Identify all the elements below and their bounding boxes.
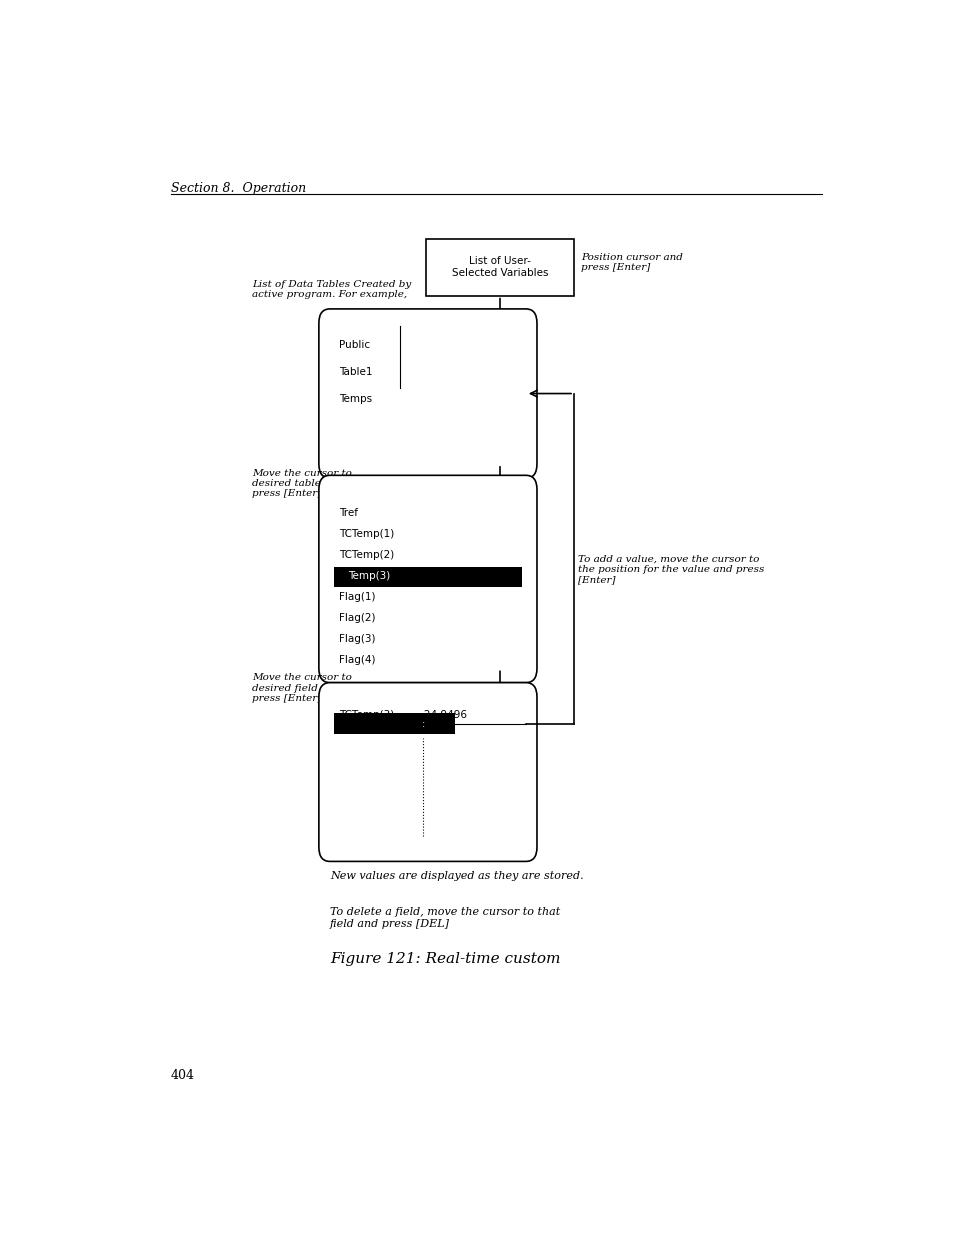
Text: TCTemp(3)       : 24.9496: TCTemp(3) : 24.9496 (338, 710, 466, 720)
Text: Move the cursor to
desired table and
press [Enter]: Move the cursor to desired table and pre… (252, 468, 352, 499)
Text: Flag(2): Flag(2) (338, 613, 375, 622)
Text: Flag(4): Flag(4) (338, 655, 375, 664)
FancyBboxPatch shape (334, 713, 455, 734)
FancyBboxPatch shape (318, 683, 537, 862)
FancyBboxPatch shape (318, 475, 537, 683)
Text: New values are displayed as they are stored.: New values are displayed as they are sto… (330, 871, 583, 881)
Text: Move the cursor to
desired field and
press [Enter]: Move the cursor to desired field and pre… (252, 673, 352, 703)
Text: 404: 404 (171, 1068, 194, 1082)
Text: Public: Public (338, 341, 370, 351)
Text: TCTemp(1): TCTemp(1) (338, 530, 394, 540)
Text: To delete a field, move the cursor to that
field and press [DEL]: To delete a field, move the cursor to th… (330, 906, 559, 929)
Text: Temps: Temps (338, 394, 372, 404)
Text: Position cursor and
press [Enter]: Position cursor and press [Enter] (580, 253, 682, 272)
Text: TCTemp(2): TCTemp(2) (338, 551, 394, 561)
Text: To add a value, move the cursor to
the position for the value and press
[Enter]: To add a value, move the cursor to the p… (577, 555, 763, 584)
Text: Flag(1): Flag(1) (338, 592, 375, 601)
Text: List of Data Tables Created by
active program. For example,: List of Data Tables Created by active pr… (252, 280, 411, 299)
Text: Table1: Table1 (338, 367, 372, 377)
Text: List of User-
Selected Variables: List of User- Selected Variables (452, 257, 548, 278)
Text: Tref: Tref (338, 509, 357, 519)
Text: :: : (421, 719, 424, 729)
Text: Temp(3): Temp(3) (348, 571, 391, 582)
Text: Flag(3): Flag(3) (338, 634, 375, 643)
FancyBboxPatch shape (334, 567, 521, 587)
Text: Figure 121: Real-time custom: Figure 121: Real-time custom (330, 952, 559, 966)
FancyBboxPatch shape (318, 309, 537, 478)
FancyBboxPatch shape (426, 238, 574, 295)
Text: Section 8.  Operation: Section 8. Operation (171, 182, 306, 195)
